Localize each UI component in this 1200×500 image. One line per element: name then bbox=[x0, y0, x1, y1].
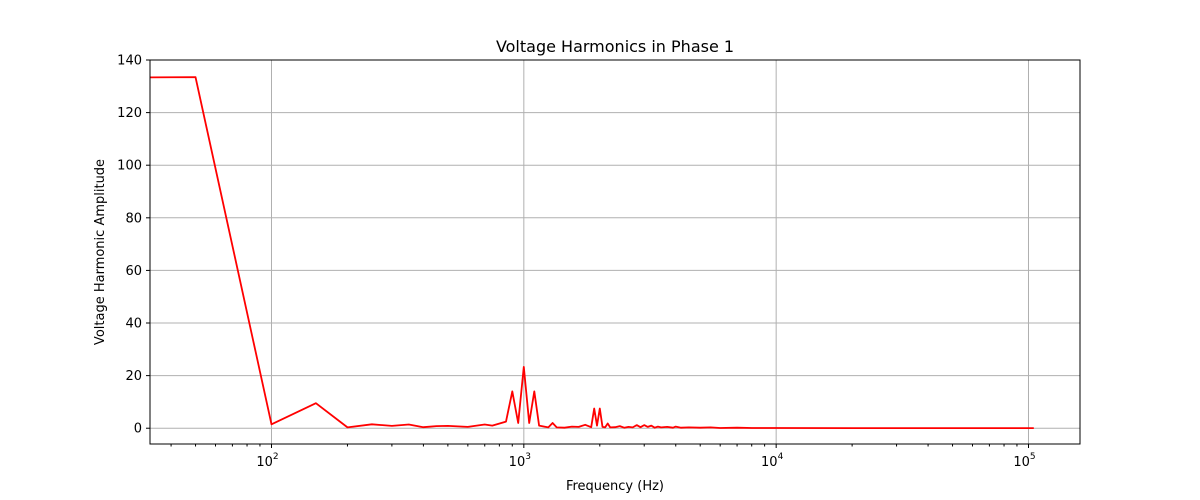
grid-layer bbox=[150, 59, 1080, 444]
y-tick-label: 60 bbox=[125, 264, 142, 279]
y-tick-label: 120 bbox=[117, 106, 142, 121]
y-tick-label: 0 bbox=[134, 422, 142, 437]
x-tick-label: 104 bbox=[761, 452, 784, 470]
y-tick-label: 40 bbox=[125, 317, 142, 332]
y-tick-label: 20 bbox=[125, 369, 142, 384]
y-tick-label: 140 bbox=[117, 54, 142, 69]
series-layer bbox=[149, 76, 1034, 430]
y-tick-label: 80 bbox=[125, 211, 142, 226]
series-line-0 bbox=[149, 76, 1034, 430]
y-axis-label: Voltage Harmonic Amplitude bbox=[93, 159, 108, 345]
x-axis-label: Frequency (Hz) bbox=[566, 479, 664, 494]
x-tick-label: 102 bbox=[256, 452, 278, 470]
x-tick-label: 105 bbox=[1013, 452, 1035, 470]
x-tick-label: 103 bbox=[509, 452, 531, 470]
chart-title: Voltage Harmonics in Phase 1 bbox=[496, 37, 734, 56]
tick-layer: 0 20 40 60 80 100 120 140 102 103 104 105 bbox=[117, 54, 1035, 471]
y-tick-label: 100 bbox=[117, 159, 142, 174]
plot-frame bbox=[149, 59, 1081, 445]
